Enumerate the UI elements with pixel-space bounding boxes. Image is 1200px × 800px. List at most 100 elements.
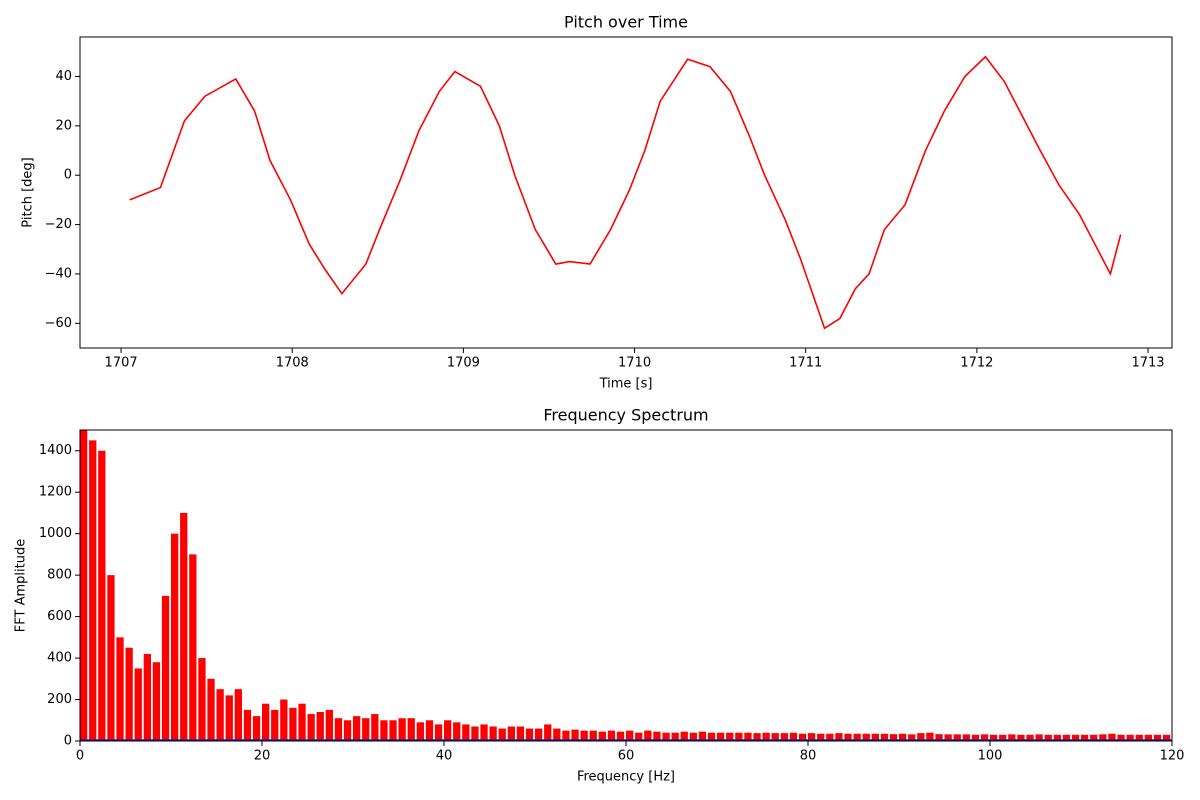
bar (671, 732, 679, 741)
y-tick-label: −40 (45, 266, 72, 281)
bar (1053, 734, 1061, 741)
bar (1071, 734, 1080, 741)
bar (553, 728, 561, 741)
bar (762, 732, 770, 741)
bar (298, 703, 306, 741)
bar (771, 733, 779, 741)
bar (717, 732, 725, 741)
bar (198, 658, 206, 741)
bar (1153, 734, 1162, 741)
bar (98, 450, 106, 741)
bar (353, 716, 361, 741)
bar (271, 709, 279, 741)
bar (626, 730, 634, 741)
bar (407, 718, 415, 741)
y-tick-label: 0 (64, 168, 72, 183)
bar (134, 668, 142, 741)
bar (962, 734, 970, 741)
bar (798, 733, 807, 741)
bar (1017, 734, 1025, 741)
x-tick-label: 1711 (789, 356, 822, 371)
bar (362, 718, 370, 741)
bar (835, 733, 843, 741)
bar (598, 731, 606, 741)
bar (325, 709, 333, 741)
bar (616, 731, 625, 741)
axes-frame (79, 36, 1173, 349)
bar (516, 726, 525, 741)
bar (189, 554, 197, 741)
x-tick-label: 0 (76, 749, 84, 764)
x-tick-label: 120 (1160, 749, 1185, 764)
x-tick-label: 40 (436, 749, 453, 764)
y-tick-label: −20 (45, 217, 72, 232)
bar (416, 722, 424, 741)
bar (425, 720, 434, 741)
bar (971, 734, 980, 741)
bar (116, 637, 124, 741)
bar (334, 718, 343, 741)
bar (780, 733, 788, 741)
bar (380, 720, 388, 741)
bar (1035, 734, 1043, 741)
bar (498, 728, 506, 741)
bar (180, 512, 188, 741)
bar (398, 718, 406, 741)
bar (698, 731, 707, 741)
x-tick-label: 80 (800, 749, 817, 764)
bar (1099, 734, 1107, 741)
bar (571, 729, 579, 741)
bar (1162, 734, 1171, 741)
x-tick-label: 60 (618, 749, 635, 764)
bar (453, 722, 461, 741)
bar (544, 724, 552, 741)
x-tick-label: 100 (978, 749, 1003, 764)
bar (607, 730, 616, 741)
bar (80, 430, 88, 741)
bar (817, 733, 825, 741)
y-tick-label: 400 (47, 651, 72, 666)
y-axis-label: FFT Amplitude (14, 539, 29, 632)
y-tick-label: 1200 (39, 485, 72, 500)
bar (826, 733, 834, 741)
bar (234, 689, 242, 741)
bar (489, 726, 497, 741)
bar (480, 724, 488, 741)
bar (1135, 734, 1143, 741)
bar (926, 732, 934, 741)
bar (462, 724, 470, 741)
bar (280, 699, 288, 741)
bar (889, 734, 898, 741)
bar (644, 730, 652, 741)
bar (580, 730, 588, 741)
bar (662, 732, 670, 741)
bar (1144, 734, 1152, 741)
x-axis-label: Time [s] (599, 377, 653, 392)
bar (1090, 734, 1098, 741)
bar (1026, 734, 1034, 741)
bar (935, 734, 943, 741)
bar (434, 724, 443, 741)
bar (744, 732, 752, 741)
bar (944, 734, 952, 741)
bar (871, 733, 879, 741)
bar (789, 732, 798, 741)
y-tick-label: 1400 (39, 443, 72, 458)
bar (1108, 733, 1116, 741)
bar (689, 732, 697, 741)
bar (1126, 734, 1134, 741)
bar (525, 728, 534, 741)
y-tick-label: 0 (64, 734, 72, 749)
y-tick-label: 200 (47, 692, 72, 707)
bar (1044, 734, 1052, 741)
y-tick-label: 40 (55, 69, 72, 84)
bar (507, 726, 515, 741)
x-axis-label: Frequency [Hz] (577, 770, 675, 785)
bar (161, 595, 170, 741)
bar (753, 733, 761, 741)
bar (562, 730, 570, 741)
bar (343, 720, 352, 741)
bar (853, 733, 861, 741)
bar (680, 731, 688, 741)
